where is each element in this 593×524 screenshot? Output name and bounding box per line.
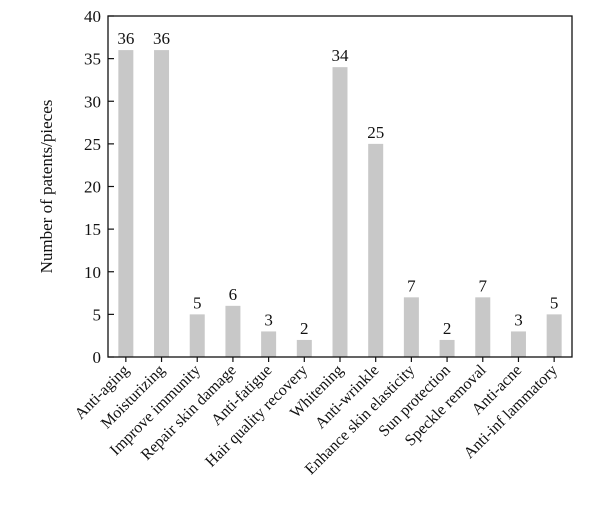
- bar-value-label: 5: [193, 293, 202, 312]
- bar: [403, 297, 419, 357]
- bar-value-label: 36: [153, 29, 170, 48]
- bars-layer: [118, 50, 562, 358]
- bar-value-label: 6: [229, 285, 238, 304]
- y-tick-label: 5: [93, 305, 102, 324]
- bar-value-label: 34: [332, 46, 350, 65]
- y-tick-label: 20: [84, 178, 101, 197]
- y-tick-label: 0: [93, 348, 102, 367]
- bar: [261, 331, 277, 357]
- bar: [368, 143, 384, 357]
- y-ticks-layer: 0 5 10 15 20 25 30 35 40: [84, 7, 114, 367]
- y-axis-title: Number of patents/pieces: [37, 100, 56, 274]
- bar: [332, 67, 348, 358]
- y-tick-label: 15: [84, 220, 101, 239]
- bar-value-label: 2: [443, 319, 452, 338]
- bar: [296, 339, 312, 357]
- bar-value-label: 7: [479, 276, 488, 295]
- bar: [510, 331, 526, 357]
- bar: [154, 50, 170, 357]
- bar-value-label: 36: [117, 29, 134, 48]
- y-tick-label: 25: [84, 135, 101, 154]
- bar-value-label: 25: [367, 123, 384, 142]
- bar: [189, 314, 205, 357]
- bar: [475, 297, 491, 357]
- bar: [118, 50, 134, 357]
- bar: [225, 305, 241, 357]
- y-tick-label: 40: [84, 7, 101, 26]
- bar-value-label: 3: [514, 310, 523, 329]
- bar-value-label: 5: [550, 293, 559, 312]
- bar: [546, 314, 562, 357]
- y-tick-label: 30: [84, 92, 101, 111]
- bar: [439, 339, 455, 357]
- y-tick-label: 35: [84, 50, 101, 69]
- y-tick-label: 10: [84, 263, 101, 282]
- bar-value-label: 3: [264, 310, 273, 329]
- bar-value-label: 7: [407, 276, 416, 295]
- data-labels-layer: 36 36 5 6 3 2 34 25 7 2 7 3 5: [117, 29, 558, 338]
- bar-value-label: 2: [300, 319, 309, 338]
